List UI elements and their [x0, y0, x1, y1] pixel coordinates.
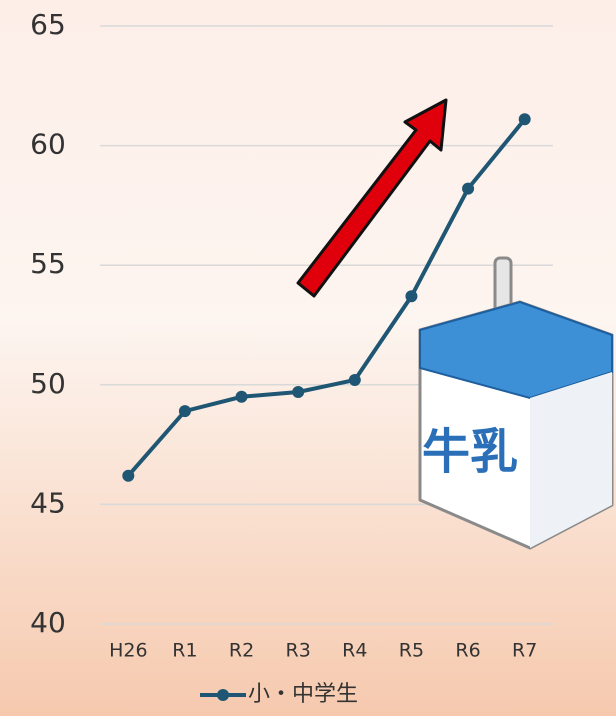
marker: [349, 374, 361, 386]
y-tick-label: 45: [30, 486, 66, 519]
carton-label: 牛乳: [422, 424, 518, 480]
x-tick-label: R1: [172, 640, 197, 662]
x-tick-label: R6: [455, 640, 480, 662]
x-tick-label: H26: [109, 640, 147, 662]
y-tick-label: 65: [30, 8, 66, 41]
marker: [179, 405, 191, 417]
legend-marker: [217, 689, 229, 701]
y-tick-label: 55: [30, 247, 66, 280]
x-tick-label: R2: [229, 640, 254, 662]
y-tick-label: 50: [30, 367, 66, 400]
y-tick-label: 40: [30, 606, 66, 639]
marker: [519, 113, 531, 125]
x-tick-label: R4: [342, 640, 367, 662]
x-tick-label: R5: [399, 640, 424, 662]
marker: [405, 290, 417, 302]
x-tick-label: R7: [512, 640, 537, 662]
marker: [462, 183, 474, 195]
chart: 40 45 50 55 60 65 H26 R1 R2 R3 R4 R5 R6 R7 牛乳 小・中学生: [0, 0, 616, 716]
marker: [122, 470, 134, 482]
y-tick-label: 60: [30, 128, 66, 161]
marker: [292, 386, 304, 398]
x-tick-label: R3: [286, 640, 311, 662]
marker: [236, 391, 248, 403]
legend-label: 小・中学生: [248, 682, 358, 707]
